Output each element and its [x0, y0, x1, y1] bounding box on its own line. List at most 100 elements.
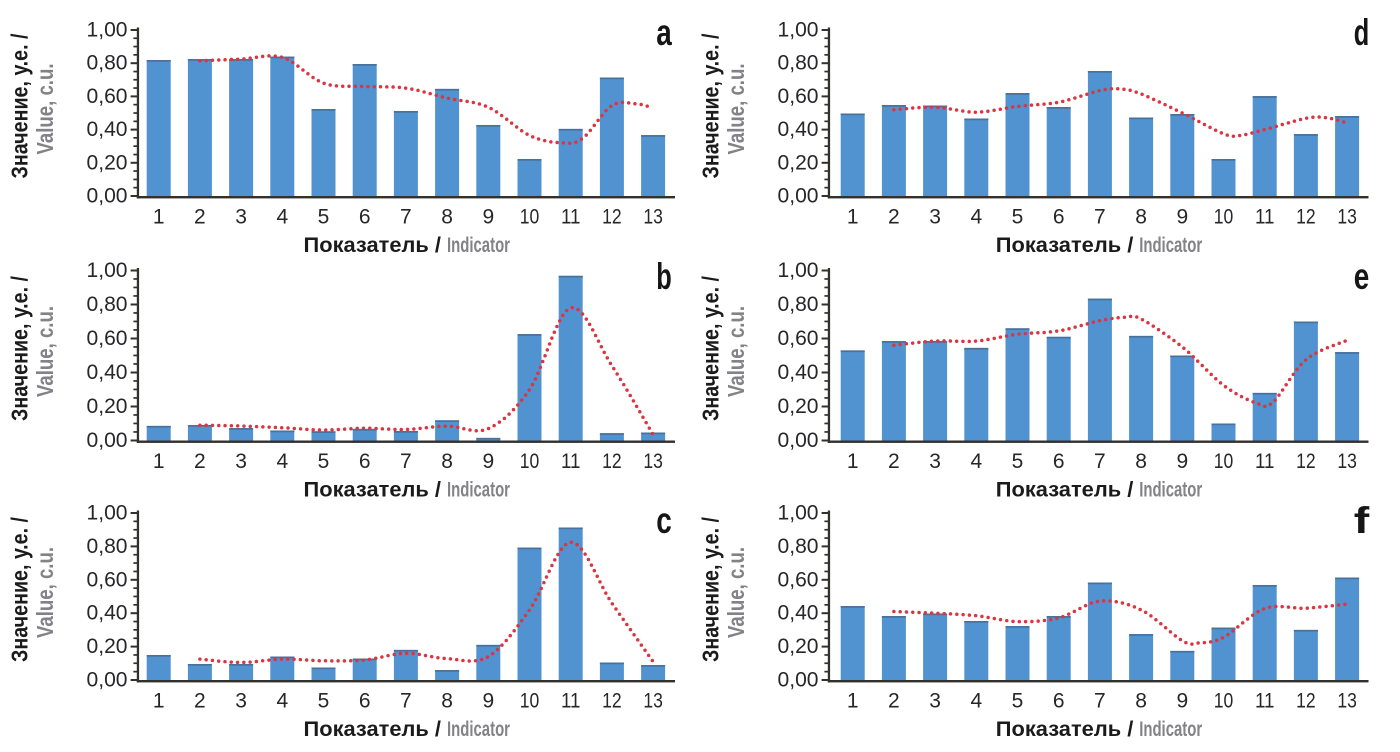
svg-text:e: e — [1354, 256, 1370, 297]
svg-text:12: 12 — [1296, 690, 1316, 713]
svg-text:8: 8 — [441, 450, 453, 473]
svg-text:10: 10 — [1214, 450, 1234, 473]
svg-text:Value, c.u.: Value, c.u. — [723, 547, 749, 638]
svg-text:7: 7 — [400, 206, 412, 229]
svg-text:3: 3 — [235, 450, 247, 473]
svg-text:7: 7 — [400, 450, 412, 473]
svg-text:a: a — [656, 12, 672, 53]
svg-text:0,80: 0,80 — [87, 293, 128, 316]
svg-text:Value, c.u.: Value, c.u. — [723, 306, 749, 397]
svg-text:13: 13 — [1337, 450, 1357, 473]
svg-text:1,00: 1,00 — [87, 259, 128, 282]
svg-text:1,00: 1,00 — [87, 19, 128, 42]
svg-text:3: 3 — [235, 206, 247, 229]
svg-text:4: 4 — [276, 690, 288, 713]
svg-text:1: 1 — [153, 690, 165, 713]
svg-text:11: 11 — [1255, 450, 1275, 473]
svg-text:0,00: 0,00 — [778, 185, 819, 208]
svg-text:1: 1 — [847, 690, 859, 713]
svg-text:0,40: 0,40 — [778, 118, 819, 141]
svg-text:d: d — [1354, 12, 1370, 53]
svg-text:2: 2 — [888, 450, 900, 473]
svg-text:3: 3 — [929, 450, 941, 473]
svg-text:8: 8 — [1135, 690, 1147, 713]
svg-text:12: 12 — [1296, 450, 1316, 473]
svg-text:12: 12 — [602, 690, 622, 713]
svg-text:9: 9 — [482, 206, 494, 229]
svg-text:Indicator: Indicator — [447, 479, 510, 502]
svg-text:9: 9 — [482, 450, 494, 473]
svg-text:6: 6 — [1053, 206, 1065, 229]
svg-text:12: 12 — [602, 206, 622, 229]
svg-text:0,60: 0,60 — [778, 85, 819, 108]
svg-text:Показатель /: Показатель / — [304, 718, 442, 741]
svg-text:8: 8 — [441, 206, 453, 229]
svg-text:13: 13 — [1337, 206, 1357, 229]
svg-text:5: 5 — [1012, 690, 1024, 713]
svg-text:0,40: 0,40 — [87, 361, 128, 384]
svg-text:0,40: 0,40 — [87, 118, 128, 141]
svg-text:Indicator: Indicator — [447, 718, 510, 741]
svg-text:1: 1 — [153, 450, 165, 473]
svg-text:5: 5 — [1012, 450, 1024, 473]
svg-text:2: 2 — [194, 206, 206, 229]
svg-text:1: 1 — [847, 206, 859, 229]
svg-text:0,20: 0,20 — [87, 635, 128, 658]
svg-text:6: 6 — [1053, 690, 1065, 713]
svg-text:12: 12 — [602, 450, 622, 473]
svg-text:7: 7 — [400, 690, 412, 713]
svg-text:Indicator: Indicator — [1139, 479, 1202, 502]
svg-text:11: 11 — [561, 206, 581, 229]
svg-text:0,60: 0,60 — [87, 568, 128, 591]
svg-text:1,00: 1,00 — [87, 502, 128, 525]
svg-text:0,00: 0,00 — [778, 669, 819, 692]
svg-text:0,80: 0,80 — [778, 52, 819, 75]
svg-text:2: 2 — [194, 690, 206, 713]
svg-text:6: 6 — [359, 690, 371, 713]
svg-text:Value, c.u.: Value, c.u. — [32, 306, 58, 397]
svg-text:0,20: 0,20 — [778, 395, 819, 418]
svg-text:0,40: 0,40 — [87, 602, 128, 625]
svg-text:8: 8 — [441, 690, 453, 713]
svg-text:6: 6 — [359, 450, 371, 473]
svg-text:Value, c.u.: Value, c.u. — [32, 547, 58, 638]
svg-text:10: 10 — [1214, 206, 1234, 229]
svg-text:Indicator: Indicator — [1139, 718, 1202, 741]
svg-text:0,60: 0,60 — [87, 85, 128, 108]
svg-text:10: 10 — [520, 450, 540, 473]
svg-text:0,20: 0,20 — [778, 635, 819, 658]
svg-text:0,20: 0,20 — [778, 151, 819, 174]
svg-text:0,80: 0,80 — [87, 535, 128, 558]
svg-text:7: 7 — [1094, 206, 1106, 229]
svg-text:9: 9 — [1176, 690, 1188, 713]
svg-text:0,60: 0,60 — [778, 327, 819, 350]
svg-text:5: 5 — [318, 206, 330, 229]
svg-text:1: 1 — [153, 206, 165, 229]
svg-text:0,60: 0,60 — [87, 327, 128, 350]
svg-text:Значение, у.е. /: Значение, у.е. / — [7, 275, 33, 421]
svg-text:12: 12 — [1296, 206, 1316, 229]
svg-text:0,00: 0,00 — [87, 669, 128, 692]
svg-text:4: 4 — [970, 450, 982, 473]
svg-text:10: 10 — [520, 206, 540, 229]
svg-text:Значение, у.е. /: Значение, у.е. / — [698, 275, 724, 421]
svg-text:1,00: 1,00 — [778, 259, 819, 282]
svg-text:Value, c.u.: Value, c.u. — [723, 64, 749, 155]
svg-text:1,00: 1,00 — [778, 502, 819, 525]
svg-text:2: 2 — [888, 206, 900, 229]
svg-text:6: 6 — [1053, 450, 1065, 473]
svg-text:10: 10 — [520, 690, 540, 713]
svg-text:Показатель /: Показатель / — [996, 718, 1134, 741]
svg-text:Показатель /: Показатель / — [304, 234, 442, 257]
svg-text:2: 2 — [194, 450, 206, 473]
svg-text:0,40: 0,40 — [778, 602, 819, 625]
svg-text:1: 1 — [847, 450, 859, 473]
svg-text:6: 6 — [359, 206, 371, 229]
svg-text:5: 5 — [318, 690, 330, 713]
svg-text:0,40: 0,40 — [778, 361, 819, 384]
svg-text:Значение, у.е. /: Значение, у.е. / — [7, 516, 33, 662]
svg-text:13: 13 — [643, 690, 663, 713]
svg-text:0,00: 0,00 — [778, 429, 819, 452]
svg-text:0,20: 0,20 — [87, 395, 128, 418]
svg-text:0,00: 0,00 — [87, 185, 128, 208]
